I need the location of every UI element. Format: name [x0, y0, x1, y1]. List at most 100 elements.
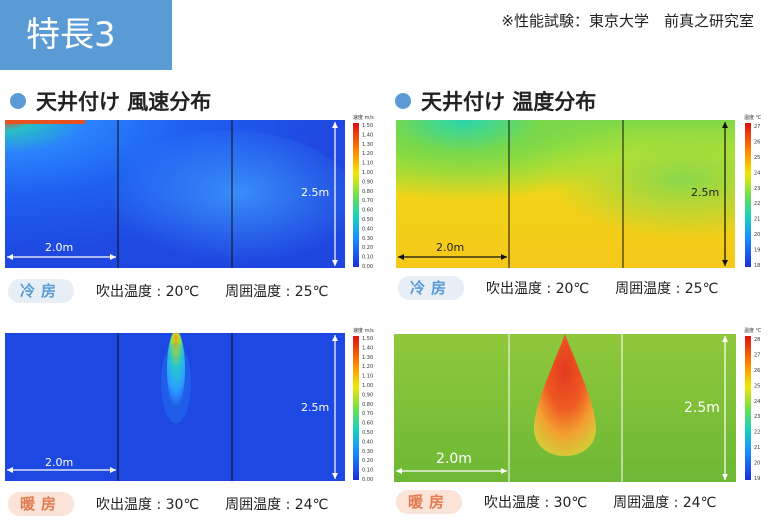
colorbar-tick-label: 28	[754, 337, 760, 343]
colorbar-tick-label: 0.60	[362, 208, 373, 214]
colorbar-tick-label: 27	[754, 124, 760, 130]
colorbar-tick-label: 0.40	[362, 439, 373, 445]
width-label: 2.0m	[45, 456, 74, 469]
colorbar-tick-label: 21	[754, 445, 760, 451]
colorbar-tick-label: 0.70	[362, 198, 373, 204]
colorbar-tick-label: 1.40	[362, 132, 373, 138]
colorbar-tick-label: 0.90	[362, 392, 373, 398]
colorbar-tick-label: 0.80	[362, 189, 373, 195]
section-title-temp-label: 天井付け 温度分布	[421, 90, 597, 114]
colorbar-tick-label: 22	[754, 201, 760, 207]
condition-row-heat-right: 暖房 吹出温度 : 30℃ 周囲温度 : 24℃	[396, 490, 742, 514]
ambient-temp: 周囲温度 : 25℃	[615, 281, 719, 297]
mode-pill-cooling: 冷房	[398, 276, 464, 300]
colorbar-tick-label: 1.50	[362, 336, 373, 342]
colorbar-tick-label: 1.20	[362, 151, 373, 157]
section-title-temp: 天井付け 温度分布	[395, 86, 596, 116]
colorbar-tick-label: 20	[754, 461, 760, 467]
colorbar-tick-label: 0.30	[362, 236, 373, 242]
colorbar-tick-label: 25	[754, 155, 760, 161]
bullet-dot-icon	[10, 93, 26, 109]
feature-badge-label: 特長3	[26, 15, 116, 55]
speed-colorbar-cooling: 速度 m/s 1.50 1.40 1.30 1.20 1.10 1.00 0.90 0.80 0…	[351, 114, 391, 270]
section-title-speed: 天井付け 風速分布	[10, 86, 211, 116]
temp-colorbar-heating: 温度 ℃ 28 27 26 25 24 23 22 21 20 19	[743, 327, 768, 483]
colorbar-tick-label: 23	[754, 414, 760, 420]
colorbar-tick-label: 1.10	[362, 374, 373, 380]
colorbar-tick-label: 0.20	[362, 458, 373, 464]
outlet-temp: 吹出温度 : 20℃	[486, 281, 590, 297]
colorbar-unit: 温度 ℃	[744, 327, 762, 334]
colorbar-svg: 温度 ℃ 27 26 25 24 23 22 21 20 19 18	[744, 114, 762, 269]
colorbar-svg: 速度 m/s 1.50 1.40 1.30 1.20 1.10 1.00 0.90 0.80 0…	[353, 114, 374, 270]
condition-row-heat-left: 暖房 吹出温度 : 30℃ 周囲温度 : 24℃	[8, 492, 354, 516]
mode-pill-heating: 暖房	[8, 492, 74, 516]
colorbar-tick-label: 23	[754, 186, 760, 192]
speed-colorbar-heating: 速度 m/s 1.50 1.40 1.30 1.20 1.10 1.00 0.90 0.80 0…	[351, 327, 391, 483]
height-label: 2.5m	[684, 400, 720, 416]
colorbar-tick-label: 0.60	[362, 421, 373, 427]
ambient-temp: 周囲温度 : 24℃	[613, 495, 717, 511]
height-label: 2.5m	[691, 186, 720, 199]
colorbar-tick-label: 0.40	[362, 226, 373, 232]
outlet-temp: 吹出温度 : 30℃	[484, 495, 588, 511]
colorbar-svg: 速度 m/s 1.50 1.40 1.30 1.20 1.10 1.00 0.90 0.80 0…	[353, 327, 374, 483]
width-label: 2.0m	[436, 241, 465, 254]
outlet-temp: 吹出温度 : 20℃	[96, 284, 200, 300]
colorbar-tick-label: 27	[754, 352, 760, 358]
colorbar-tick-label: 0.00	[362, 264, 373, 270]
colorbar-tick-label: 22	[754, 430, 760, 436]
colorbar-tick-label: 1.10	[362, 161, 373, 167]
colorbar-tick-label: 0.90	[362, 179, 373, 185]
height-label: 2.5m	[301, 401, 330, 414]
colorbar-tick-label: 0.20	[362, 245, 373, 251]
colorbar-svg: 温度 ℃ 28 27 26 25 24 23 22 21 20 19	[744, 327, 762, 482]
colorbar-tick-label: 0.30	[362, 449, 373, 455]
colorbar-unit: 速度 m/s	[353, 327, 374, 334]
colorbar-tick-label: 0.10	[362, 255, 373, 261]
colorbar-unit: 速度 m/s	[353, 114, 374, 121]
temp-map-heating: 2.0m 2.5m	[394, 334, 736, 482]
colorbar-tick-label: 0.50	[362, 217, 373, 223]
test-credit: ※性能試験：東京大学 前真之研究室	[501, 12, 754, 30]
colorbar-tick-label: 0.10	[362, 468, 373, 474]
ambient-temp: 周囲温度 : 24℃	[225, 497, 329, 513]
colorbar-tick-label: 1.20	[362, 364, 373, 370]
colorbar-tick-label: 24	[754, 399, 760, 405]
feature-badge: 特長3	[0, 0, 172, 70]
colorbar-tick-label: 1.40	[362, 345, 373, 351]
mode-pill-heating: 暖房	[396, 490, 462, 514]
condition-row-cool-left: 冷房 吹出温度 : 20℃ 周囲温度 : 25℃	[8, 279, 354, 303]
colorbar-tick-label: 1.00	[362, 170, 373, 176]
colorbar-tick-label: 19	[754, 248, 760, 254]
colorbar-tick-label: 25	[754, 383, 760, 389]
height-label: 2.5m	[301, 186, 330, 199]
colorbar-tick-label: 1.30	[362, 142, 373, 148]
colorbar-tick-label: 18	[754, 263, 760, 269]
ambient-temp: 周囲温度 : 25℃	[225, 284, 329, 300]
speed-map-cooling: 2.0m 2.5m	[5, 120, 345, 268]
colorbar-tick-label: 1.30	[362, 355, 373, 361]
temp-colorbar-cooling: 温度 ℃ 27 26 25 24 23 22 21 20 19 18	[743, 114, 768, 270]
colorbar-tick-label: 1.50	[362, 123, 373, 129]
colorbar-tick-label: 26	[754, 139, 760, 145]
colorbar-tick-label: 19	[754, 476, 760, 482]
temp-map-cooling: 2.0m 2.5m	[396, 120, 735, 268]
colorbar-tick-label: 26	[754, 368, 760, 374]
bullet-dot-icon	[395, 93, 411, 109]
colorbar-tick-label: 24	[754, 170, 760, 176]
colorbar-unit: 温度 ℃	[744, 114, 762, 121]
width-label: 2.0m	[436, 451, 472, 467]
mode-pill-cooling: 冷房	[8, 279, 74, 303]
colorbar-tick-label: 1.00	[362, 383, 373, 389]
width-label: 2.0m	[45, 241, 74, 254]
colorbar-tick-label: 0.80	[362, 402, 373, 408]
colorbar-tick-label: 20	[754, 232, 760, 238]
condition-row-cool-right: 冷房 吹出温度 : 20℃ 周囲温度 : 25℃	[398, 276, 744, 300]
colorbar-tick-label: 0.00	[362, 477, 373, 483]
colorbar-tick-label: 21	[754, 217, 760, 223]
colorbar-tick-label: 0.50	[362, 430, 373, 436]
colorbar-tick-label: 0.70	[362, 411, 373, 417]
section-title-speed-label: 天井付け 風速分布	[36, 90, 212, 114]
speed-map-heating: 2.0m 2.5m	[5, 333, 345, 481]
